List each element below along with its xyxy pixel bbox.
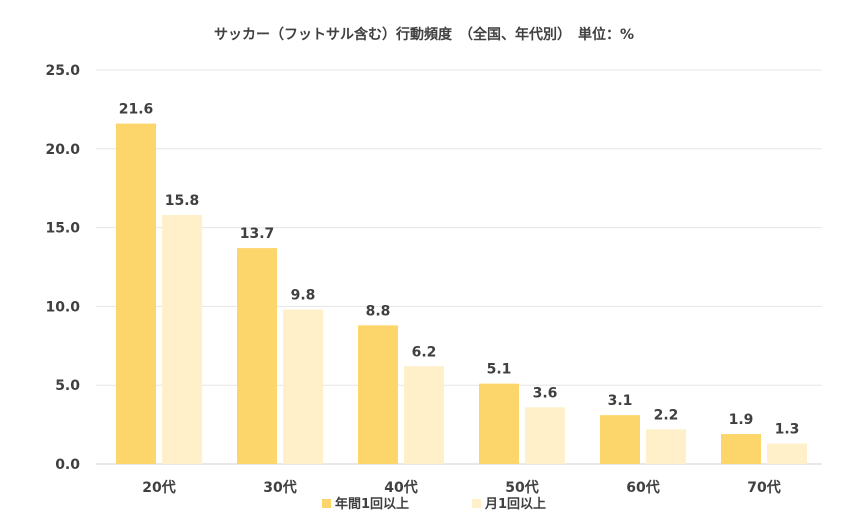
bar-yearly bbox=[358, 325, 398, 464]
bar-monthly bbox=[767, 443, 807, 464]
data-label: 1.9 bbox=[729, 412, 754, 428]
y-tick-label: 10.0 bbox=[45, 299, 80, 315]
x-category-label: 60代 bbox=[626, 479, 659, 496]
bar-yearly bbox=[237, 248, 277, 464]
y-tick-label: 5.0 bbox=[55, 378, 80, 394]
bar-yearly bbox=[479, 383, 519, 464]
data-label: 13.7 bbox=[240, 226, 275, 242]
data-label: 2.2 bbox=[654, 407, 679, 423]
y-tick-label: 25.0 bbox=[45, 63, 80, 79]
x-category-label: 30代 bbox=[263, 479, 296, 496]
bar-monthly bbox=[162, 214, 202, 464]
data-label: 3.1 bbox=[608, 393, 633, 409]
data-label: 9.8 bbox=[291, 288, 316, 304]
x-category-label: 70代 bbox=[747, 479, 780, 496]
data-label: 15.8 bbox=[165, 193, 200, 209]
y-tick-label: 15.0 bbox=[45, 221, 80, 237]
data-label: 6.2 bbox=[412, 344, 437, 360]
bar-monthly bbox=[283, 309, 323, 464]
data-label: 1.3 bbox=[775, 422, 800, 438]
data-label: 5.1 bbox=[487, 362, 512, 378]
bar-yearly bbox=[116, 123, 156, 465]
chart-title: サッカー（フットサル含む）行動頻度 （全国、年代別） 単位：% bbox=[213, 27, 635, 43]
bar-yearly bbox=[600, 415, 640, 464]
x-category-label: 50代 bbox=[505, 479, 538, 496]
x-category-label: 40代 bbox=[384, 479, 417, 496]
data-label: 21.6 bbox=[119, 102, 154, 118]
data-label: 8.8 bbox=[366, 303, 391, 319]
legend-swatch bbox=[322, 499, 331, 508]
bar-monthly bbox=[646, 429, 686, 464]
y-tick-label: 0.0 bbox=[55, 457, 80, 473]
legend-swatch bbox=[472, 499, 481, 508]
legend-label: 年間1回以上 bbox=[335, 496, 409, 512]
x-category-label: 20代 bbox=[142, 479, 175, 496]
y-tick-label: 20.0 bbox=[45, 142, 80, 158]
bar-yearly bbox=[721, 434, 761, 464]
legend-label: 月1回以上 bbox=[484, 497, 546, 512]
data-label: 3.6 bbox=[533, 385, 558, 401]
bar-monthly bbox=[525, 407, 565, 464]
bar-monthly bbox=[404, 366, 444, 464]
